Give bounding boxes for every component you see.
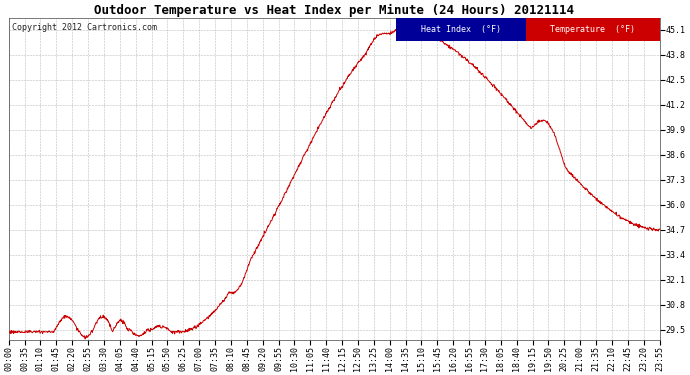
Bar	[526, 18, 660, 41]
Bar	[396, 18, 526, 41]
Text: Copyright 2012 Cartronics.com: Copyright 2012 Cartronics.com	[12, 23, 157, 32]
Title: Outdoor Temperature vs Heat Index per Minute (24 Hours) 20121114: Outdoor Temperature vs Heat Index per Mi…	[94, 4, 574, 17]
Text: Heat Index  (°F): Heat Index (°F)	[421, 25, 501, 34]
Text: Temperature  (°F): Temperature (°F)	[551, 25, 635, 34]
